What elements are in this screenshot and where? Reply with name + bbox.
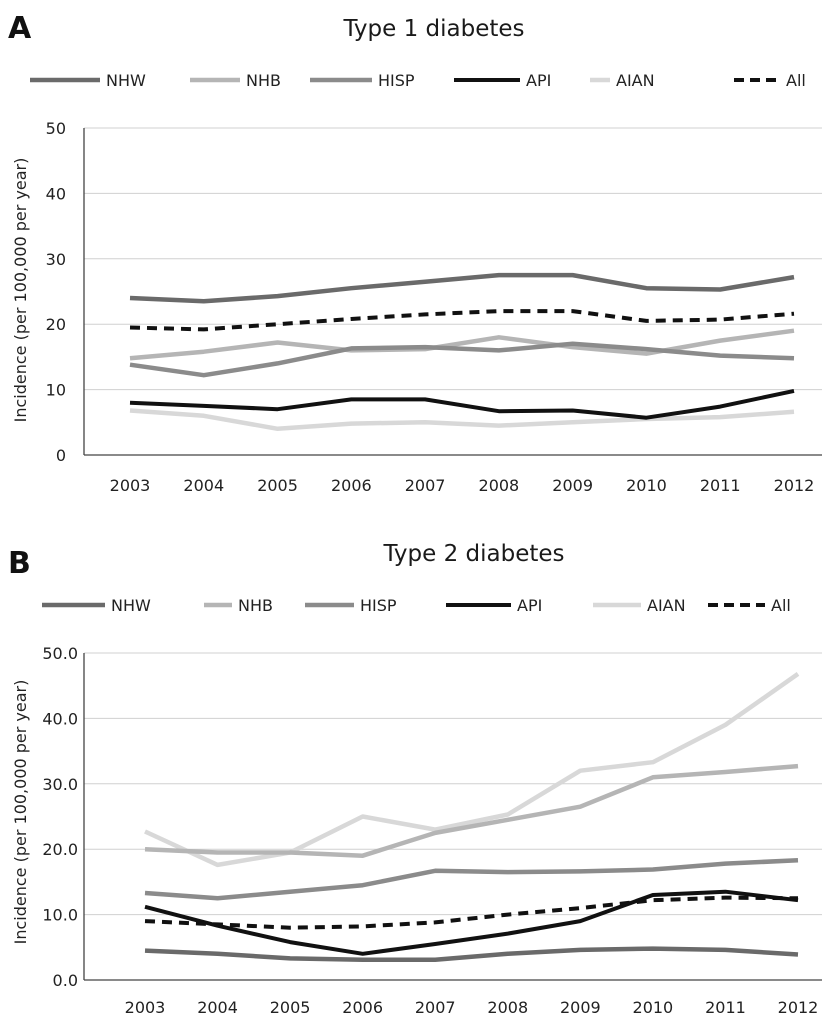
x-tick-label: 2008 xyxy=(479,476,520,495)
y-ticks-b: 0.0 10.0 20.0 30.0 40.0 50.0 xyxy=(42,644,78,990)
legend-b: NHW NHB HISP API AIAN All xyxy=(42,596,791,615)
x-tick-label: 2006 xyxy=(342,998,383,1017)
chart-title-b: Type 2 diabetes xyxy=(382,541,564,567)
y-axis-label-a: Incidence (per 100,000 per year) xyxy=(11,158,30,423)
legend-label-all: All xyxy=(771,596,791,615)
gridlines-b xyxy=(84,652,822,916)
y-ticks-a: 0 10 20 30 40 50 xyxy=(46,119,66,465)
x-tick-label: 2010 xyxy=(626,476,667,495)
x-tick-label: 2007 xyxy=(405,476,446,495)
legend-label-api: API xyxy=(526,71,551,90)
y-tick-label: 10 xyxy=(46,381,66,400)
series-line-aian xyxy=(144,672,800,868)
legend-label-aian: AIAN xyxy=(647,596,686,615)
x-tick-label: 2004 xyxy=(197,998,238,1017)
series-line-all xyxy=(144,895,799,930)
series-line-aian xyxy=(129,408,795,432)
legend-label-nhb: NHB xyxy=(246,71,281,90)
series-line-api xyxy=(144,889,799,956)
y-tick-label: 50 xyxy=(46,119,66,138)
x-tick-label: 2010 xyxy=(633,998,674,1017)
x-ticks-a: 2003 2004 2005 2006 2007 2008 2009 2010 2011 2012 xyxy=(110,476,815,495)
axes-b xyxy=(83,653,822,981)
legend-label-nhb: NHB xyxy=(238,596,273,615)
x-tick-label: 2008 xyxy=(487,998,528,1017)
series-line-hisp xyxy=(129,341,795,378)
y-tick-label: 50.0 xyxy=(42,644,78,663)
y-tick-label: 40 xyxy=(46,184,66,203)
x-tick-label: 2011 xyxy=(700,476,741,495)
chart-title-a: Type 1 diabetes xyxy=(342,16,524,42)
y-tick-label: 30 xyxy=(46,250,66,269)
x-tick-label: 2005 xyxy=(257,476,298,495)
x-tick-label: 2006 xyxy=(331,476,372,495)
series-line-all xyxy=(129,309,795,332)
series-line-hisp xyxy=(144,858,799,901)
series-line-nhb xyxy=(144,763,799,858)
x-tick-label: 2003 xyxy=(125,998,166,1017)
legend-label-all: All xyxy=(786,71,806,90)
y-tick-label: 20 xyxy=(46,315,66,334)
axes-a xyxy=(83,128,822,456)
x-tick-label: 2011 xyxy=(705,998,746,1017)
x-tick-label: 2012 xyxy=(774,476,815,495)
x-tick-label: 2003 xyxy=(110,476,151,495)
x-tick-label: 2007 xyxy=(415,998,456,1017)
panel-letter-a: A xyxy=(8,11,32,46)
series-line-api xyxy=(129,388,795,420)
y-tick-label: 0.0 xyxy=(53,971,78,990)
x-tick-label: 2005 xyxy=(270,998,311,1017)
y-tick-label: 0 xyxy=(56,446,66,465)
legend-label-aian: AIAN xyxy=(616,71,655,90)
x-tick-label: 2004 xyxy=(183,476,224,495)
panel-letter-b: B xyxy=(8,546,31,581)
series-b xyxy=(144,672,800,962)
series-a xyxy=(129,272,795,432)
x-ticks-b: 2003 2004 2005 2006 2007 2008 2009 2010 2011 2012 xyxy=(125,998,819,1017)
x-tick-label: 2009 xyxy=(560,998,601,1017)
gridlines-a xyxy=(84,127,822,391)
y-tick-label: 20.0 xyxy=(42,840,78,859)
legend-label-api: API xyxy=(517,596,542,615)
y-tick-label: 30.0 xyxy=(42,775,78,794)
series-line-nhb xyxy=(129,328,795,361)
legend-label-nhw: NHW xyxy=(111,596,151,615)
y-axis-label-b: Incidence (per 100,000 per year) xyxy=(11,680,30,945)
panel-b: B Type 2 diabetes NHW NHB HISP API AIAN All 0… xyxy=(8,541,822,1017)
y-tick-label: 10.0 xyxy=(42,906,78,925)
legend-label-hisp: HISP xyxy=(360,596,397,615)
series-line-nhw xyxy=(129,272,795,304)
x-tick-label: 2009 xyxy=(552,476,593,495)
series-line-nhw xyxy=(144,946,799,962)
legend-label-nhw: NHW xyxy=(106,71,146,90)
legend-a: NHW NHB HISP API AIAN All xyxy=(30,71,806,90)
legend-label-hisp: HISP xyxy=(378,71,415,90)
panel-a: A Type 1 diabetes NHW NHB HISP API AIAN All 0… xyxy=(8,11,822,495)
x-tick-label: 2012 xyxy=(778,998,819,1017)
y-tick-label: 40.0 xyxy=(42,709,78,728)
